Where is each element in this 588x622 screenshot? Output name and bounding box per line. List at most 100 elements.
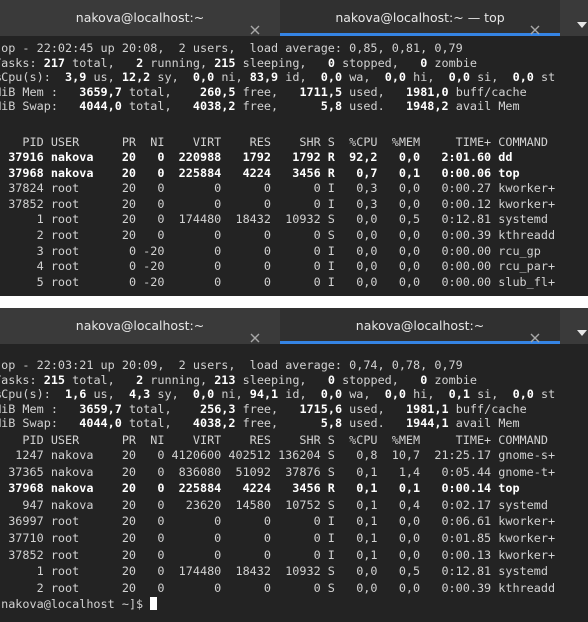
summary-value: 0 — [327, 372, 335, 387]
summary-text: MiB Mem : — [0, 401, 80, 416]
cell: 0 — [157, 547, 165, 562]
tabs-menu[interactable] — [576, 322, 588, 341]
cell: 0:12.81 — [441, 564, 492, 579]
cell: S — [327, 212, 335, 227]
cell: 0 — [313, 274, 321, 289]
cell: 20 — [121, 481, 137, 496]
cell: root — [50, 196, 80, 211]
cell: kworker+ — [498, 514, 556, 529]
cell: 174480 — [178, 564, 222, 579]
summary-text: zombie — [427, 55, 478, 70]
summary-text: MiB Swap: — [0, 99, 80, 114]
summary-value: 0,0 — [320, 70, 343, 85]
summary-value: 3659,7 — [79, 84, 122, 99]
summary-value: 4044,0 — [79, 416, 122, 431]
summary-value: 1,6 — [65, 387, 87, 402]
summary-text: Tasks: — [0, 55, 37, 70]
cell: rcu_gp — [498, 243, 541, 258]
cell: COMMAND — [498, 433, 548, 447]
summary-value: 0 — [327, 55, 335, 70]
cell: 0 — [157, 212, 165, 227]
cell: 0:00.06 — [441, 165, 492, 180]
cell: nakova — [50, 448, 94, 462]
tab-close[interactable] — [250, 321, 260, 357]
cell: 0:06.61 — [441, 514, 492, 529]
cell: 0,0 — [398, 514, 421, 529]
tab[interactable]: nakova@localhost:~ — top — [280, 0, 560, 36]
dropdown-icon — [577, 330, 587, 336]
tab-title: nakova@localhost:~ — top — [335, 10, 505, 25]
cell: 947 — [22, 497, 44, 512]
cell: 0:05.44 — [441, 464, 492, 479]
process-row: 4 root 0 -20 0 0 0 I 0,0 0,0 0:00.00 rcu_par+ — [0, 259, 588, 274]
cell: 5 — [36, 274, 44, 289]
tab[interactable]: nakova@localhost:~ — [280, 308, 560, 344]
cell: 0:02.17 — [441, 497, 492, 512]
cell: S — [327, 135, 335, 149]
summary-value: 1981,0 — [405, 84, 449, 99]
tab-close[interactable] — [530, 13, 540, 49]
cell: nakova — [50, 150, 94, 164]
cell: I — [327, 181, 335, 196]
summary-text: ni, — [214, 387, 250, 402]
cell: kworker+ — [498, 196, 556, 211]
cell: 36997 — [8, 514, 44, 529]
summary-value: 1715,6 — [299, 401, 343, 416]
summary-line: Tasks: 217 total, 2 running, 215 sleepin… — [0, 56, 477, 71]
cell: 0,1 — [356, 514, 378, 529]
cell: 1,4 — [398, 464, 421, 479]
summary-text: st — [533, 70, 556, 85]
cell: I — [327, 547, 335, 562]
tab-close[interactable] — [530, 321, 540, 357]
cell: top — [498, 165, 520, 180]
cell: systemd — [498, 564, 548, 579]
summary-text: total, — [65, 372, 137, 387]
terminal-window: nakova@localhost:~ nakova@localhost:~ top … — [0, 308, 588, 622]
tabs-menu[interactable] — [576, 14, 588, 33]
cell: SHR — [299, 135, 321, 149]
cell: nakova — [50, 497, 94, 512]
cell: -20 — [143, 259, 165, 274]
summary-value: 213 — [214, 372, 236, 387]
cell: 0 — [214, 259, 222, 274]
summary-text: total, — [121, 84, 200, 99]
cell: 20 — [121, 514, 137, 529]
cell: %MEM — [391, 433, 421, 447]
cell: root — [50, 243, 80, 258]
cell: 37968 — [8, 481, 44, 496]
tab-bar: nakova@localhost:~ nakova@localhost:~ — [0, 308, 588, 344]
cell: 0 — [313, 547, 321, 562]
summary-value: 215 — [43, 372, 66, 387]
cell: 0,0 — [398, 228, 421, 242]
cell: I — [327, 196, 335, 211]
cell: 1 — [36, 212, 44, 227]
cell: 0 — [313, 531, 321, 545]
close-icon — [250, 333, 260, 343]
cell: 0,5 — [398, 564, 421, 579]
cell: 0,3 — [356, 196, 378, 211]
summary-value: 0,0 — [384, 70, 407, 85]
cell: NI — [150, 433, 165, 447]
cell: 225884 — [178, 481, 222, 496]
tab-title: nakova@localhost:~ — [75, 318, 205, 333]
cell: 0 — [263, 259, 271, 274]
process-row: 1 root 20 0 174480 18432 10932 S 0,0 0,5 0:12.81 sy… — [0, 564, 588, 579]
tab[interactable]: nakova@localhost:~ — [0, 0, 280, 36]
tab[interactable]: nakova@localhost:~ — [0, 308, 280, 344]
cell: 0 — [214, 243, 222, 258]
cell: TIME+ — [455, 135, 492, 149]
summary-text: wa, — [342, 70, 385, 85]
tab-close[interactable] — [250, 13, 260, 49]
cell: nakova — [50, 165, 94, 180]
summary-text: free, — [235, 84, 300, 99]
summary-text: free, — [235, 99, 321, 114]
summary-text: buff/cache — [448, 84, 527, 99]
cell: 0 — [157, 514, 165, 529]
summary-text: free, — [235, 416, 321, 431]
cell: 0,0 — [356, 212, 378, 227]
cell: %MEM — [391, 135, 421, 149]
cell: 0,0 — [356, 580, 378, 595]
cell: PR — [121, 135, 137, 149]
cell: 1 — [36, 564, 44, 579]
cell: 20 — [121, 181, 137, 196]
